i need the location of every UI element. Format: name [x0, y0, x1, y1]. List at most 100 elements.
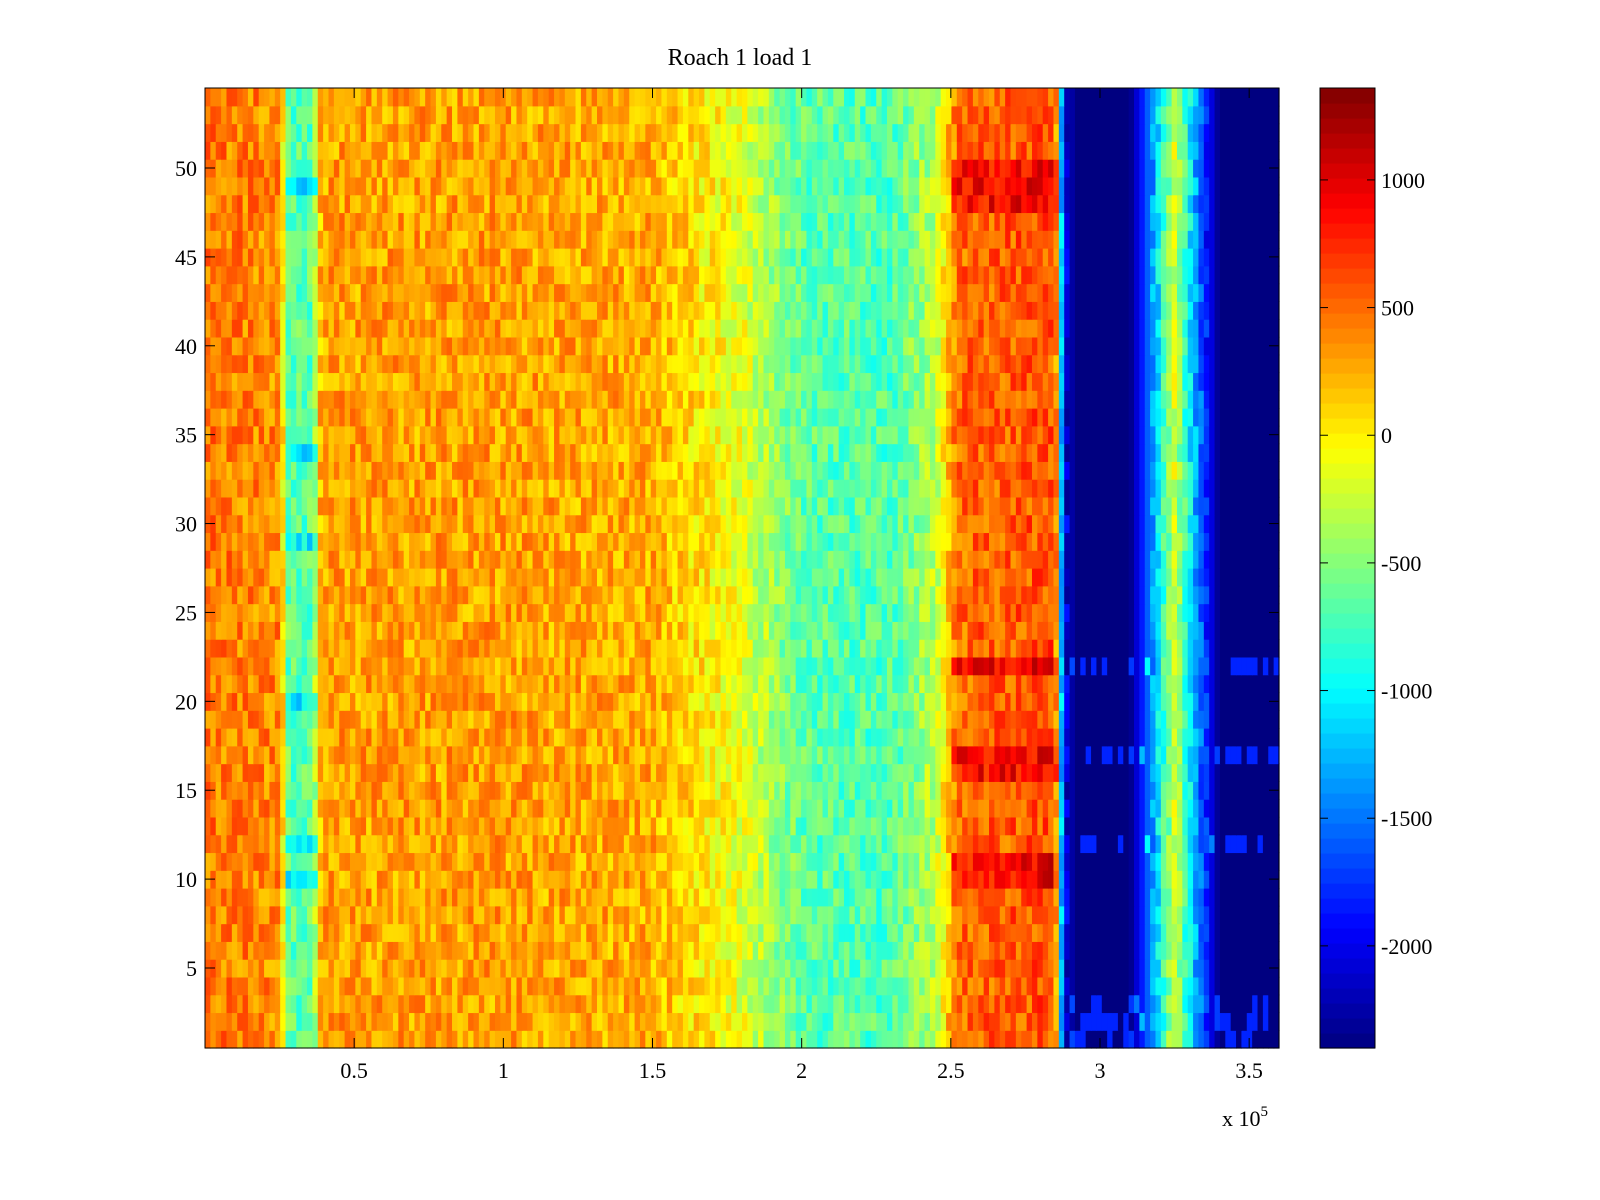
heatmap-cell [532, 923, 539, 942]
heatmap-cell [731, 888, 738, 907]
heatmap-cell [366, 728, 373, 747]
heatmap-cell [226, 852, 233, 871]
heatmap-cell [666, 941, 673, 960]
heatmap-cell [575, 639, 582, 658]
heatmap-cell [844, 994, 850, 1014]
heatmap-cell [500, 656, 507, 676]
heatmap-cell [677, 728, 684, 747]
heatmap-cell [978, 674, 985, 694]
heatmap-cell [478, 852, 485, 871]
heatmap-cell [1252, 1012, 1259, 1031]
heatmap-cell [1015, 959, 1022, 978]
heatmap-cell [639, 959, 646, 978]
heatmap-cell [301, 603, 308, 622]
heatmap-cell [1171, 728, 1178, 747]
heatmap-cell [570, 816, 577, 836]
heatmap-cell [452, 976, 458, 996]
heatmap-cell [1262, 656, 1269, 676]
heatmap-cell [929, 710, 936, 729]
heatmap-cell [280, 888, 287, 907]
heatmap-cell [382, 674, 389, 694]
heatmap-cell [1139, 603, 1146, 622]
heatmap-cell [575, 710, 582, 729]
heatmap-cell [290, 745, 297, 765]
heatmap-cell [704, 870, 711, 889]
heatmap-cell [763, 799, 770, 818]
heatmap-cell [1112, 799, 1119, 818]
heatmap-cell [1193, 923, 1200, 942]
heatmap-cell [237, 692, 244, 711]
heatmap-cell [629, 710, 636, 729]
heatmap-cell [532, 834, 539, 854]
heatmap-cell [870, 1030, 877, 1049]
heatmap-cell [795, 799, 802, 818]
heatmap-cell [591, 1012, 598, 1031]
heatmap-cell [1155, 621, 1162, 640]
heatmap-cell [1048, 994, 1055, 1014]
heatmap-cell [419, 781, 426, 800]
heatmap-cell [226, 639, 233, 658]
heatmap-cell [1005, 763, 1012, 782]
heatmap-cell [946, 621, 953, 640]
heatmap-cell [623, 781, 630, 800]
heatmap-cell [1005, 745, 1012, 765]
heatmap-cell [1182, 710, 1189, 729]
heatmap-cell [747, 656, 754, 676]
heatmap-cell [881, 621, 888, 640]
heatmap-cell [1257, 870, 1264, 889]
heatmap-cell [629, 799, 636, 818]
heatmap-cell [876, 781, 883, 800]
heatmap-cell [317, 1030, 324, 1049]
heatmap-cell [554, 888, 561, 907]
heatmap-cell [290, 692, 297, 711]
heatmap-cell [376, 781, 383, 800]
heatmap-cell [575, 781, 582, 800]
heatmap-cell [360, 994, 367, 1014]
heatmap-cell [403, 959, 410, 978]
heatmap-cell [253, 799, 260, 818]
heatmap-cell [264, 781, 271, 800]
heatmap-cell [1198, 852, 1205, 871]
heatmap-cell [548, 781, 555, 800]
heatmap-cell [382, 763, 389, 782]
heatmap-cell [822, 656, 829, 676]
heatmap-cell [1225, 959, 1232, 978]
heatmap-cell [1037, 976, 1044, 996]
heatmap-cell [1026, 1030, 1033, 1049]
heatmap-cell [312, 763, 319, 782]
heatmap-cell [870, 976, 877, 996]
heatmap-cell [747, 870, 754, 889]
heatmap-cell [682, 656, 689, 676]
heatmap-cell [296, 799, 303, 818]
heatmap-cell [489, 781, 496, 800]
heatmap-cell [876, 923, 883, 942]
heatmap-cell [382, 994, 389, 1014]
heatmap-cell [924, 923, 931, 942]
heatmap-cell [838, 621, 845, 640]
heatmap-cell [290, 603, 297, 622]
heatmap-cell [822, 763, 829, 782]
heatmap-cell [1203, 603, 1210, 622]
heatmap-cell [623, 923, 630, 942]
heatmap-cell [478, 905, 485, 925]
heatmap-cell [580, 621, 587, 640]
heatmap-cell [731, 763, 738, 782]
heatmap-cell [247, 941, 254, 960]
heatmap-cell [559, 834, 566, 854]
heatmap-cell [768, 603, 775, 622]
heatmap-cell [1117, 639, 1124, 658]
heatmap-cell [1048, 852, 1055, 871]
heatmap-cell [580, 870, 587, 889]
heatmap-cell [1214, 888, 1221, 907]
heatmap-cell [349, 959, 356, 978]
heatmap-cell [886, 870, 893, 889]
heatmap-cell [1037, 639, 1044, 658]
heatmap-cell [666, 763, 673, 782]
heatmap-cell [677, 799, 684, 818]
heatmap-cell [639, 941, 646, 960]
heatmap-cell [1160, 1012, 1167, 1031]
heatmap-cell [1150, 710, 1157, 729]
heatmap-cell [865, 781, 872, 800]
heatmap-cell [989, 781, 995, 800]
heatmap-cell [333, 816, 340, 836]
